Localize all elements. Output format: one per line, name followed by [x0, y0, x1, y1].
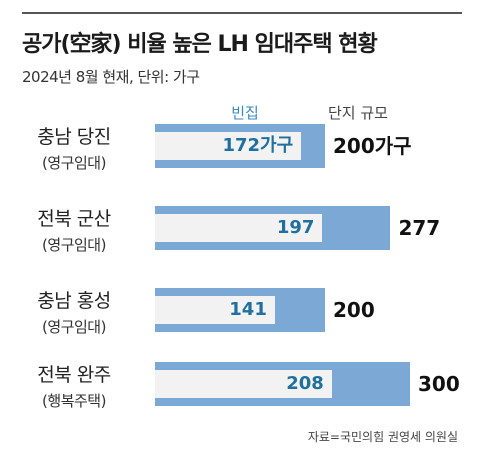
- category-name: 전북 완주: [37, 364, 111, 386]
- category-name: 충남 당진: [37, 126, 111, 148]
- complex-size-value-label: 277: [398, 216, 441, 240]
- category-name: 충남 홍성: [37, 290, 111, 312]
- chart-subtitle: 2024년 8월 현재, 단위: 가구: [22, 68, 200, 86]
- bar-vacant: [155, 370, 332, 398]
- category-name: 전북 군산: [37, 208, 111, 230]
- complex-size-value-label: 200: [333, 298, 375, 322]
- top-rule: [22, 12, 462, 14]
- source-note: 자료=국민의힘 권영세 의원실: [307, 430, 458, 444]
- bar-vacant: [155, 214, 323, 242]
- vacant-value-label: 197: [276, 217, 315, 238]
- complex-size-value-label: 200가구: [333, 134, 412, 158]
- category-type: (영구임대): [42, 154, 106, 172]
- bar-vacant: [155, 296, 275, 324]
- vacant-value-label: 208: [286, 373, 324, 394]
- legend-complex-size: 단지 규모: [328, 104, 388, 122]
- legend-vacant: 빈집: [231, 104, 259, 122]
- category-type: (행복주택): [42, 392, 106, 410]
- bar-vacant: [155, 132, 302, 160]
- vacant-value-label: 172가구: [222, 135, 294, 156]
- category-type: (영구임대): [42, 318, 106, 336]
- complex-size-value-label: 300: [418, 372, 460, 396]
- category-type: (영구임대): [42, 236, 106, 254]
- vacant-value-label: 141: [229, 299, 267, 320]
- chart-title: 공가(空家) 비율 높은 LH 임대주택 현황: [22, 32, 378, 57]
